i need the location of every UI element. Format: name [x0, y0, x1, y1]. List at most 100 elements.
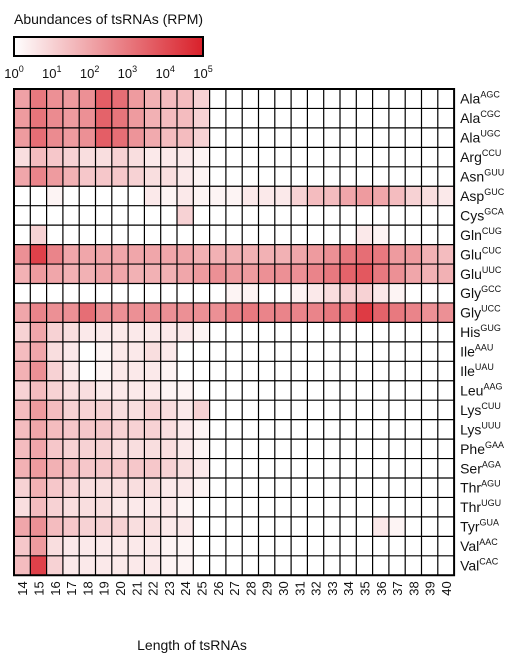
heatmap-cell: [144, 302, 161, 323]
heatmap-cell: [209, 127, 227, 148]
heatmap-cell: [193, 89, 210, 109]
heatmap-cell: [46, 127, 64, 148]
heatmap-cell: [307, 536, 324, 557]
heatmap-cell: [225, 361, 243, 382]
heatmap-cell: [62, 341, 80, 362]
heatmap-cell: [30, 361, 47, 382]
heatmap-cell: [160, 127, 178, 148]
heatmap-cell: [177, 205, 194, 226]
heatmap-cell: [437, 283, 455, 304]
heatmap-cell: [128, 283, 145, 304]
column-labels: 14 15 16 17 18 19 20 21 22 23 24 25 26 27 28 29 30 31 32 33…: [15, 581, 454, 595]
heatmap-cell: [225, 478, 243, 498]
heatmap-cell: [242, 147, 259, 168]
heatmap-cell: [128, 127, 145, 148]
heatmap-cell: [177, 166, 194, 187]
heatmap-cell: [242, 302, 259, 323]
heatmap-cell: [274, 536, 292, 557]
heatmap-cell: [128, 478, 145, 498]
heatmap-cell: [372, 244, 390, 265]
heatmap-cell: [340, 341, 357, 362]
heatmap-cell: [258, 341, 276, 362]
heatmap-cell: [160, 108, 178, 129]
heatmap-cell: [95, 205, 113, 226]
heatmap-cell: [111, 380, 129, 401]
heatmap-cell: [405, 361, 422, 382]
heatmap-cell: [14, 166, 31, 187]
heatmap-cell: [405, 555, 422, 576]
heatmap-cell: [274, 380, 292, 401]
row-label: TyrGUA: [460, 518, 499, 535]
heatmap-cell: [388, 283, 406, 304]
heatmap-cell: [356, 478, 373, 498]
heatmap-cell: [437, 458, 455, 479]
heatmap-cell: [30, 419, 47, 440]
heatmap-cell: [79, 127, 96, 148]
heatmap-cell: [160, 555, 178, 576]
heatmap-cell: [242, 322, 259, 343]
heatmap-cell: [30, 166, 47, 187]
heatmap-cell: [258, 478, 276, 498]
heatmap-cell: [79, 322, 96, 343]
heatmap-cell: [79, 458, 96, 479]
heatmap-cell: [128, 108, 145, 129]
heatmap-cell: [46, 205, 64, 226]
heatmap-cell: [323, 166, 341, 187]
heatmap-cell: [372, 497, 390, 518]
heatmap-cell: [144, 497, 161, 518]
heatmap-cell: [405, 186, 422, 206]
heatmap-cell: [30, 225, 47, 245]
heatmap-cell: [160, 419, 178, 440]
heatmap-cell: [128, 458, 145, 479]
heatmap-cell: [95, 186, 113, 206]
heatmap-cell: [340, 225, 357, 245]
heatmap-cell: [421, 283, 439, 304]
heatmap-cell: [307, 458, 324, 479]
heatmap-cell: [388, 302, 406, 323]
heatmap-cell: [177, 419, 194, 440]
heatmap-cell: [46, 225, 64, 245]
heatmap-cell: [274, 283, 292, 304]
heatmap-cell: [340, 108, 357, 129]
heatmap-cell: [388, 516, 406, 537]
heatmap-cell: [225, 516, 243, 537]
color-legend-bar: [13, 36, 204, 57]
heatmap-cell: [437, 89, 455, 109]
heatmap-cell: [356, 166, 373, 187]
heatmap-cell: [340, 439, 357, 459]
heatmap-cell: [144, 380, 161, 401]
heatmap-cell: [177, 516, 194, 537]
heatmap-cell: [437, 108, 455, 129]
heatmap-cell: [388, 186, 406, 206]
heatmap-cell: [258, 400, 276, 420]
heatmap-cell: [160, 225, 178, 245]
heatmap-cell: [242, 205, 259, 226]
heatmap-cell: [225, 380, 243, 401]
heatmap-cell: [144, 147, 161, 168]
heatmap-cell: [177, 225, 194, 245]
heatmap-cell: [62, 264, 80, 284]
heatmap-cell: [128, 497, 145, 518]
heatmap-cell: [144, 555, 161, 576]
heatmap-cell: [258, 108, 276, 129]
heatmap-cell: [421, 439, 439, 459]
heatmap-cell: [62, 555, 80, 576]
heatmap-cell: [95, 419, 113, 440]
row-label: ThrUGU: [460, 498, 501, 515]
heatmap-cell: [209, 361, 227, 382]
heatmap-cell: [14, 516, 31, 537]
heatmap-cell: [14, 283, 31, 304]
heatmap-cell: [340, 478, 357, 498]
heatmap-cell: [356, 264, 373, 284]
heatmap-cell: [421, 380, 439, 401]
heatmap-cell: [421, 225, 439, 245]
heatmap-cell: [193, 283, 210, 304]
heatmap-cell: [356, 147, 373, 168]
heatmap-cell: [193, 166, 210, 187]
heatmap-cell: [356, 322, 373, 343]
heatmap-cell: [372, 322, 390, 343]
column-label: 38: [406, 581, 421, 595]
heatmap-cell: [323, 400, 341, 420]
heatmap-cell: [258, 147, 276, 168]
heatmap-cell: [79, 478, 96, 498]
